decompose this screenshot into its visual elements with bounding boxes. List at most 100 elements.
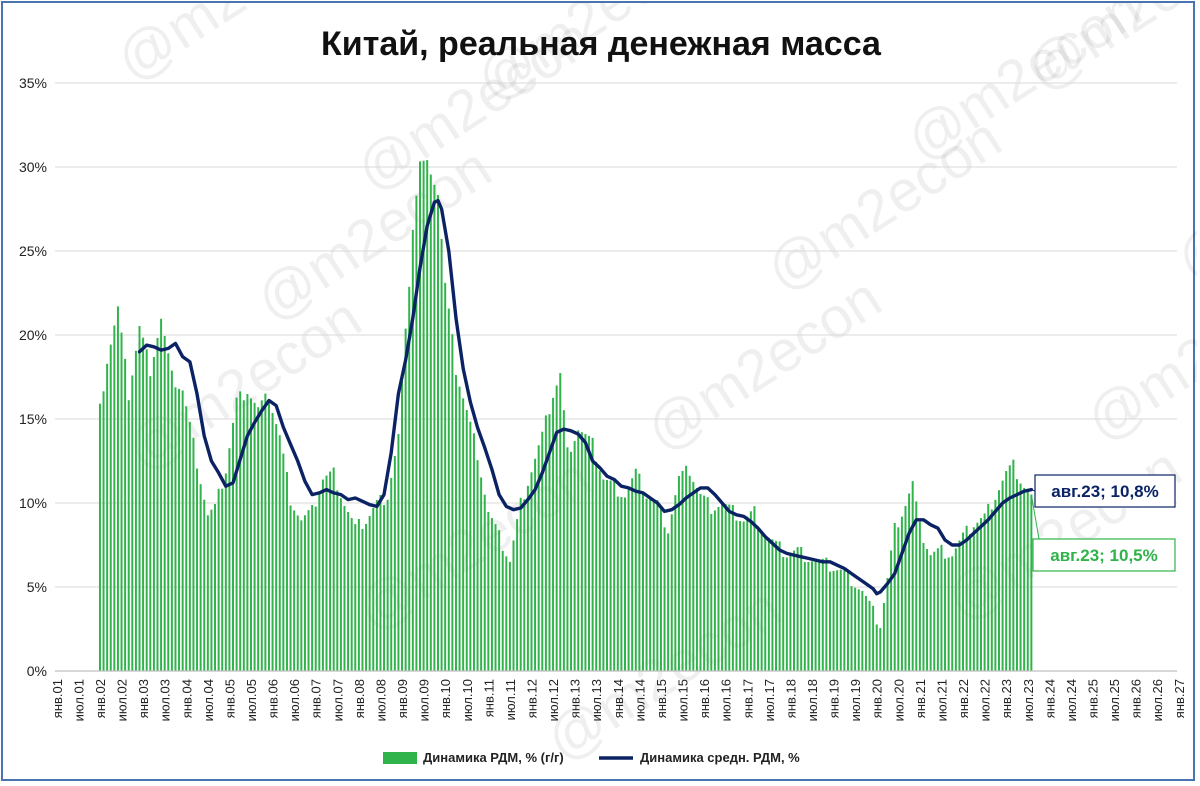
bar [584, 434, 587, 671]
x-tick-label: июл.16 [719, 679, 734, 721]
bar [976, 522, 979, 671]
bar-series [98, 160, 1033, 672]
annotation-leader [1031, 489, 1036, 492]
x-tick-label: янв.06 [266, 679, 281, 718]
x-tick-label: июл.17 [762, 679, 777, 721]
bar [343, 505, 346, 671]
bar [188, 421, 191, 671]
bar [775, 540, 778, 671]
bar [239, 391, 242, 671]
bar [800, 547, 803, 671]
x-tick-label: янв.01 [50, 679, 65, 718]
bar [354, 524, 357, 671]
bar [904, 505, 907, 671]
bar [861, 590, 864, 671]
bar [641, 493, 644, 671]
legend: Динамика РДМ, % (г/г) Динамика средн. РДМ… [383, 750, 800, 765]
bar [454, 374, 457, 671]
bar [307, 510, 310, 671]
bar [329, 471, 332, 671]
bar [645, 498, 648, 671]
bar [552, 397, 555, 671]
bar [127, 400, 130, 671]
x-tick-label: июл.02 [115, 679, 130, 721]
bar [983, 513, 986, 671]
bar [134, 350, 137, 671]
bar [998, 490, 1000, 671]
x-tick-label: янв.25 [1085, 679, 1100, 718]
bar [954, 548, 957, 671]
bar [415, 195, 418, 671]
bar [282, 453, 285, 671]
x-tick-label: янв.07 [309, 679, 324, 718]
bar [138, 326, 141, 671]
x-tick-label: июл.23 [1021, 679, 1036, 721]
bar [882, 603, 885, 671]
bar [152, 357, 155, 671]
bar [411, 229, 414, 671]
bar [947, 557, 950, 671]
bar [987, 503, 990, 671]
bar [106, 363, 109, 671]
bar [562, 410, 565, 671]
bar [131, 375, 134, 671]
bar [667, 533, 670, 671]
bar [796, 547, 799, 671]
bar [609, 480, 612, 671]
bar [663, 527, 666, 671]
bar [857, 589, 860, 671]
bar [677, 476, 680, 671]
bar [217, 488, 220, 671]
bar [530, 472, 533, 671]
bar [598, 470, 601, 671]
x-tick-label: июл.21 [934, 679, 949, 721]
bar [1001, 480, 1004, 671]
bar [908, 493, 911, 671]
bar [570, 451, 573, 671]
bar [1005, 471, 1008, 671]
bar [437, 195, 439, 671]
bar [253, 402, 256, 671]
bar [318, 493, 321, 671]
x-tick-label: июл.15 [676, 679, 691, 721]
bar [375, 500, 378, 671]
bar [728, 504, 731, 671]
y-tick-label: 30% [19, 159, 47, 175]
bar [102, 391, 105, 671]
bar [764, 536, 767, 671]
legend-label-bars: Динамика РДМ, % (г/г) [423, 750, 564, 765]
bar [408, 286, 411, 671]
bar [113, 325, 116, 671]
bar [875, 624, 878, 671]
bar [174, 387, 177, 671]
bar [311, 505, 314, 671]
bar [918, 521, 921, 671]
x-tick-label: янв.08 [352, 679, 367, 718]
bar [933, 551, 936, 671]
bar [868, 600, 871, 671]
bar [185, 406, 188, 671]
x-tick-label: июл.18 [805, 679, 820, 721]
bar [260, 400, 263, 671]
bar [713, 510, 716, 671]
annotation-box [1034, 474, 1176, 508]
bar [483, 494, 486, 671]
x-tick-label: янв.26 [1129, 679, 1144, 718]
bar [433, 184, 436, 671]
bar [447, 308, 450, 671]
bar [242, 400, 245, 671]
bar [749, 511, 752, 671]
bar [206, 515, 209, 671]
bar [606, 480, 608, 671]
watermark-text: @m2econ [635, 265, 893, 464]
bar [1012, 459, 1015, 671]
bar [624, 497, 626, 671]
annotation-leader [1030, 494, 1040, 540]
bar [872, 605, 875, 671]
bar [516, 519, 519, 671]
bar [544, 415, 547, 671]
chart-canvas: @m2econ @m2econ@m2econ @m2econ@m2econ @m2ec… [19, 3, 1197, 774]
bar [379, 494, 382, 671]
bar [462, 398, 465, 671]
